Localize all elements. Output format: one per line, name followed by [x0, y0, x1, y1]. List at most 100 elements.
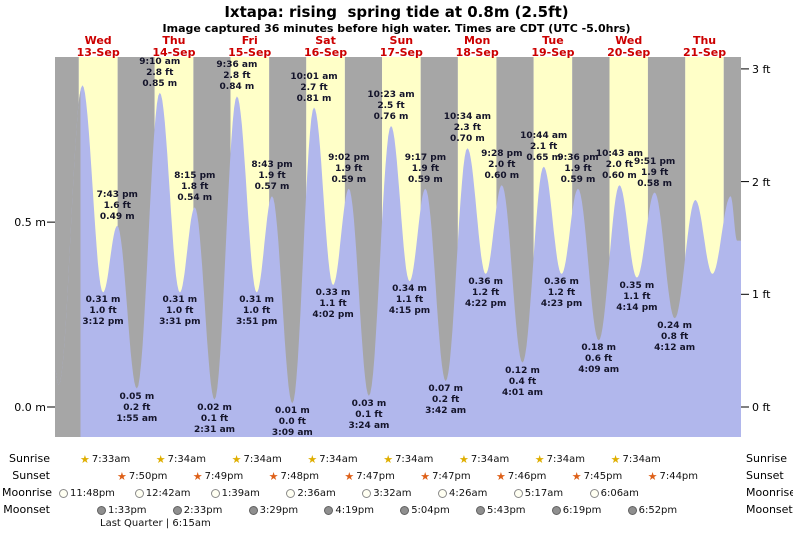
moonset-time: 1:33pm — [108, 504, 147, 516]
day-date: 17-Sep — [379, 46, 423, 59]
moonrise-time: 5:17am — [524, 487, 564, 499]
tide-label-line: 3:24 am — [348, 420, 390, 431]
day-date: 14-Sep — [152, 46, 196, 59]
tide-label-line: 4:02 pm — [312, 309, 354, 320]
day-label: Sun 17-Sep — [366, 35, 436, 59]
tide-label-line: 10:43 am — [595, 149, 644, 160]
moonset-circle-icon — [400, 505, 410, 515]
tide-label-line: 0.70 m — [450, 134, 485, 145]
moonset-circle-icon — [97, 505, 106, 515]
sunset-time: 7:44pm — [659, 470, 699, 482]
tide-label-line: 0.59 m — [408, 174, 443, 185]
tide-label-line: 0.33 m — [315, 287, 351, 298]
tide-label-line: 1:55 am — [116, 413, 158, 424]
day-date: 20-Sep — [607, 46, 651, 59]
tide-label-line: 0.84 m — [219, 82, 255, 93]
tide-label-line: 0.59 m — [331, 174, 367, 185]
tide-low-label: 0.31 m 1.0 ft 3:12 pm — [71, 295, 135, 328]
moonrise-time: 2:36am — [297, 487, 336, 499]
sunrise-star-icon: ★ — [307, 452, 318, 466]
moonset-entry: 4:19pm — [324, 503, 374, 517]
tide-label-line: 9:36 pm — [557, 152, 599, 163]
sunrise-entry: ★ 7:34am — [383, 452, 433, 466]
tide-label-line: 1.2 ft — [472, 287, 500, 298]
tide-label-line: 0.1 ft — [355, 409, 383, 420]
moonrise-entry: 12:42am — [134, 486, 191, 500]
tide-high-label: 9:02 pm 1.9 ft 0.59 m — [317, 153, 381, 186]
tide-label-line: 1.9 ft — [258, 171, 286, 182]
tide-label-line: 4:01 am — [501, 387, 543, 398]
tide-high-label: 9:17 pm 1.9 ft 0.59 m — [393, 153, 457, 186]
moon-phase-note: Last Quarter | 6:15am — [100, 518, 211, 529]
moonrise-circle-icon — [513, 488, 523, 498]
day-weekday: Sun — [389, 34, 414, 47]
y-axis-label-1ft: 1 ft — [752, 288, 771, 301]
tide-label-line: 9:02 pm — [328, 152, 370, 163]
sunrise-time: 7:34am — [395, 453, 434, 465]
sunset-time: 7:45pm — [583, 470, 623, 482]
sunrise-entry: ★ 7:34am — [156, 452, 206, 466]
tide-label-line: 0.2 ft — [432, 395, 460, 406]
tide-label-line: 3:42 am — [425, 406, 467, 417]
tide-label-line: 0.58 m — [637, 178, 672, 189]
tide-label-line: 0.4 ft — [508, 376, 537, 387]
moonset-circle-icon — [172, 505, 182, 515]
tide-low-label: 0.36 m 1.2 ft 4:22 pm — [454, 277, 518, 310]
moonrise-entry: 4:26am — [438, 486, 487, 500]
tide-high-label: 8:43 pm 1.9 ft 0.57 m — [240, 160, 304, 193]
tide-label-line: 0.6 ft — [585, 354, 613, 365]
moonrise-time: 6:06am — [600, 487, 639, 499]
tide-label-line: 1.9 ft — [335, 163, 363, 174]
moonrise-time: 3:32am — [373, 487, 412, 499]
sunset-star-icon: ★ — [117, 469, 127, 483]
tide-label-line: 2.5 ft — [377, 100, 405, 111]
sunset-time: 7:47pm — [356, 470, 395, 482]
tide-label-line: 1.9 ft — [564, 163, 592, 174]
sunrise-star-icon: ★ — [80, 452, 90, 466]
moonrise-entry: 6:06am — [589, 486, 639, 500]
tide-low-label: 0.24 m 0.8 ft 4:12 am — [643, 321, 707, 354]
tide-high-label: 10:34 am 2.3 ft 0.70 m — [435, 112, 499, 145]
moonset-time: 5:43pm — [487, 504, 526, 516]
sunrise-entry: ★ 7:33am — [80, 452, 130, 466]
moonrise-time: 1:39am — [221, 487, 260, 499]
tide-high-label: 9:28 pm 2.0 ft 0.60 m — [470, 149, 534, 182]
tide-label-line: 2.8 ft — [223, 71, 251, 82]
tide-label-line: 0.34 m — [392, 284, 427, 295]
sunset-star-icon: ★ — [192, 469, 203, 483]
tide-label-line: 3:51 pm — [235, 317, 278, 328]
tide-label-line: 0.0 ft — [278, 417, 306, 428]
moonset-circle-icon — [627, 505, 637, 515]
chart-subtitle: Image captured 36 minutes before high wa… — [162, 22, 631, 35]
tide-label-line: 0.12 m — [505, 365, 540, 376]
sunset-time: 7:46pm — [507, 470, 547, 482]
sunrise-time: 7:33am — [91, 453, 131, 465]
tide-high-label: 9:51 pm 1.9 ft 0.58 m — [623, 157, 687, 190]
tide-label-line: 4:15 pm — [388, 306, 431, 317]
moonset-row-label-left: Moonset — [3, 503, 50, 516]
moonset-entry: 6:52pm — [627, 503, 677, 517]
day-label: Wed 20-Sep — [594, 35, 664, 59]
tide-label-line: 3:09 am — [271, 428, 313, 439]
moonrise-circle-icon — [210, 488, 220, 498]
tide-label-line: 0.54 m — [177, 193, 213, 204]
tide-low-label: 0.03 m 0.1 ft 3:24 am — [337, 399, 401, 432]
sunrise-row-label-right: Sunrise — [746, 452, 788, 465]
tide-low-label: 0.31 m 1.0 ft 3:31 pm — [148, 295, 212, 328]
moonset-entry: 5:04pm — [400, 503, 450, 517]
tide-high-label: 8:15 pm 1.8 ft 0.54 m — [163, 171, 227, 204]
day-label: Thu 21-Sep — [670, 35, 740, 59]
moonrise-circle-icon — [589, 488, 599, 498]
moonset-time: 2:33pm — [183, 504, 223, 516]
day-date: 18-Sep — [455, 46, 499, 59]
moonrise-entry: 2:36am — [286, 486, 336, 500]
tide-label-line: 0.60 m — [484, 171, 520, 182]
tide-label-line: 8:43 pm — [251, 160, 293, 171]
tide-label-line: 0.07 m — [428, 384, 464, 395]
day-weekday: Tue — [542, 34, 564, 47]
tide-label-line: 0.81 m — [296, 93, 332, 104]
tide-label-line: 1.9 ft — [640, 167, 669, 178]
moonrise-time: 12:42am — [145, 487, 191, 499]
